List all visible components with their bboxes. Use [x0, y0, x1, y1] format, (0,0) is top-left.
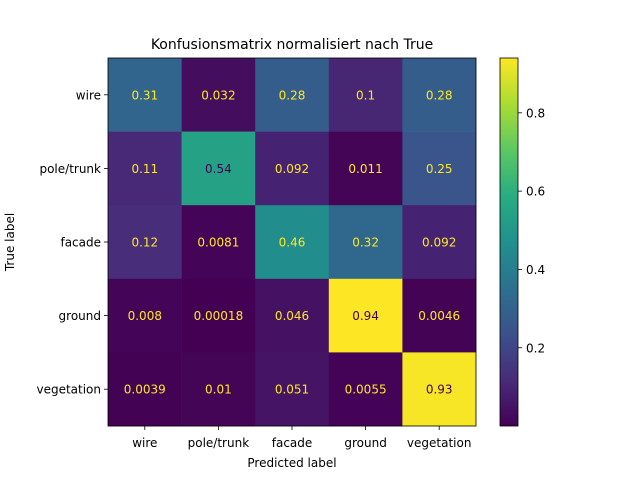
colorbar-tick-label: 0.2 — [526, 341, 545, 355]
heatmap-cell — [328, 205, 403, 280]
colorbar — [500, 58, 518, 426]
heatmap-cell — [181, 352, 256, 427]
y-tick-label: pole/trunk — [39, 162, 101, 176]
cell-value-label: 0.32 — [352, 236, 379, 250]
x-axis-label: Predicted label — [247, 456, 336, 470]
heatmap-cell — [181, 205, 256, 280]
y-tick-label: vegetation — [36, 383, 101, 397]
heatmap-cell — [328, 58, 403, 132]
y-tick-label: wire — [76, 88, 101, 102]
cell-value-label: 0.046 — [275, 309, 309, 323]
colorbar-tick-label: 0.4 — [526, 263, 545, 277]
x-tick-label: pole/trunk — [188, 436, 250, 450]
cell-value-label: 0.25 — [426, 162, 453, 176]
colorbar-frame — [499, 57, 519, 427]
heatmap-cell — [402, 131, 477, 206]
cell-value-label: 0.46 — [279, 236, 306, 250]
heatmap-cell — [108, 278, 182, 353]
heatmap-cell — [181, 58, 256, 132]
heatmap-cell — [402, 278, 477, 353]
colorbar-tick-label: 0.6 — [526, 185, 545, 199]
heatmap-cell — [402, 352, 477, 427]
cell-value-label: 0.01 — [205, 383, 232, 397]
y-axis-label: True label — [3, 213, 17, 272]
x-tick-label: ground — [344, 436, 386, 450]
y-tick-label: facade — [60, 236, 101, 250]
cell-value-label: 0.93 — [426, 383, 453, 397]
cell-value-label: 0.0055 — [345, 383, 387, 397]
heatmap-cell — [328, 278, 403, 353]
chart-title: Konfusionsmatrix normalisiert nach True — [151, 37, 433, 53]
cell-value-label: 0.0081 — [197, 236, 239, 250]
colorbar-tick-label: 0.8 — [526, 106, 545, 120]
cell-value-label: 0.54 — [205, 162, 232, 176]
heatmap-cell — [328, 131, 403, 206]
heatmap-cells — [108, 58, 477, 427]
heatmap-cell — [181, 131, 256, 206]
cell-value-label: 0.008 — [128, 309, 162, 323]
cell-value-label: 0.1 — [356, 88, 375, 102]
heatmap-cell — [255, 58, 330, 132]
heatmap-cell — [255, 278, 330, 353]
y-tick-label: ground — [59, 309, 101, 323]
cell-value-label: 0.94 — [352, 309, 379, 323]
heatmap-cell — [108, 352, 182, 427]
cell-value-label: 0.051 — [275, 383, 309, 397]
heatmap-cell — [255, 131, 330, 206]
cell-value-label: 0.28 — [279, 88, 306, 102]
x-axis-ticks: wire pole/trunk facade ground vegetation — [132, 426, 471, 450]
cell-value-label: 0.00018 — [194, 309, 244, 323]
heatmap-cell — [255, 205, 330, 280]
cell-value-label: 0.011 — [348, 162, 382, 176]
x-tick-label: vegetation — [407, 436, 472, 450]
heatmap-cell — [108, 205, 182, 280]
cell-value-label: 0.12 — [131, 236, 158, 250]
x-tick-label: wire — [132, 436, 157, 450]
cell-value-label: 0.092 — [422, 236, 456, 250]
cell-value-label: 0.0039 — [124, 383, 166, 397]
x-tick-label: facade — [272, 436, 313, 450]
heatmap-cell — [255, 352, 330, 427]
cell-value-label: 0.11 — [131, 162, 158, 176]
cell-value-label: 0.092 — [275, 162, 309, 176]
heatmap-cell — [108, 131, 182, 206]
cell-value-label: 0.31 — [131, 88, 158, 102]
cell-value-label: 0.28 — [426, 88, 453, 102]
cell-value-label: 0.0046 — [418, 309, 460, 323]
heatmap-cell-labels: 0.31 0.032 0.28 0.1 0.28 0.11 0.54 0.092 0.011 0.… — [124, 88, 460, 396]
cell-value-label: 0.032 — [201, 88, 235, 102]
heatmap-cell — [402, 205, 477, 280]
heatmap-cell — [108, 58, 182, 132]
y-axis-ticks: wire pole/trunk facade ground vegetation — [36, 88, 108, 397]
heatmap-cell — [328, 352, 403, 427]
heatmap-cell — [402, 58, 477, 132]
colorbar-ticks: 0.2 0.4 0.6 0.8 — [518, 106, 545, 355]
heatmap-cell — [181, 278, 256, 353]
